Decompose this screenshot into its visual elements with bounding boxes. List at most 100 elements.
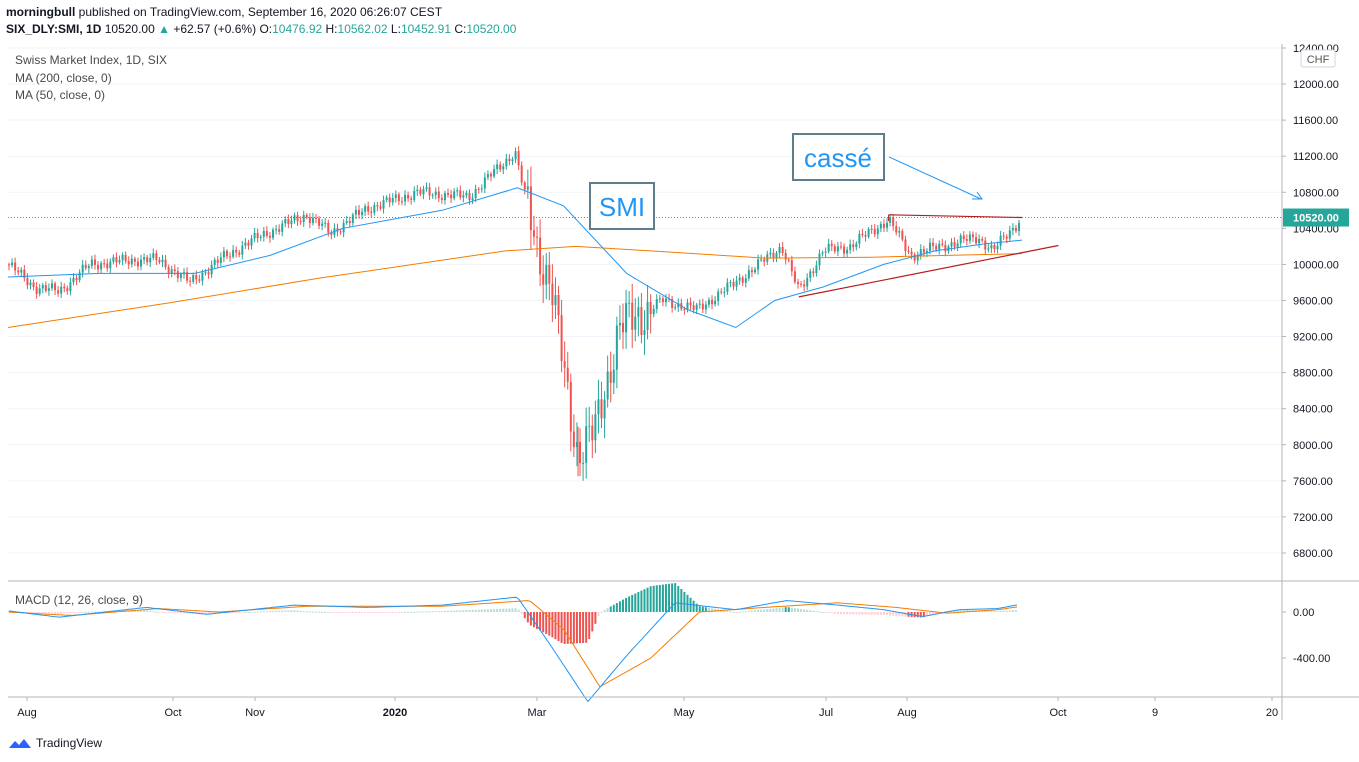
macd-histogram-bar	[256, 611, 259, 613]
macd-histogram-bar	[747, 610, 750, 612]
macd-histogram-bar	[809, 610, 812, 612]
macd-histogram-bar	[625, 597, 628, 612]
candle-body	[744, 278, 747, 283]
candle-body	[66, 288, 69, 291]
candle-body	[987, 248, 990, 250]
macd-histogram-bar	[465, 610, 468, 612]
macd-histogram-bar	[898, 612, 901, 617]
candle-body	[201, 272, 204, 281]
candle-body	[833, 246, 836, 252]
legend-macd[interactable]: MACD (12, 26, close, 9)	[15, 593, 144, 607]
candle-body	[496, 164, 499, 170]
candle-body	[327, 222, 330, 233]
macd-histogram-bar	[738, 611, 741, 613]
macd-histogram-bar	[800, 609, 803, 612]
candle-body	[898, 231, 901, 233]
macd-line	[8, 596, 1018, 703]
candle-body	[391, 198, 394, 203]
macd-histogram-bar	[622, 599, 624, 612]
candle-body	[204, 272, 207, 274]
ma50-line	[7, 187, 1023, 329]
price-tick-label: 6800.00	[1293, 548, 1333, 560]
candle-body	[75, 277, 78, 281]
candle-body	[410, 198, 413, 200]
candle-body	[536, 236, 539, 238]
candle-body	[247, 242, 250, 246]
macd-histogram-bar	[760, 609, 763, 612]
macd-histogram-bar	[238, 612, 241, 613]
candle-body	[413, 190, 416, 200]
macd-histogram-bar	[563, 612, 566, 645]
time-tick-label: 20	[1266, 707, 1278, 719]
candle-body	[302, 214, 305, 223]
candle-body	[72, 277, 75, 283]
legend-ma50[interactable]: MA (50, close, 0)	[15, 88, 106, 102]
macd-histogram-bar	[155, 611, 158, 613]
macd-histogram-bar	[953, 610, 956, 612]
candle-body	[133, 258, 136, 262]
candle-body	[23, 269, 26, 278]
ohlc-line: SIX_DLY:SMI, 1D 10520.00 ▲ +62.57 (+0.6%…	[6, 22, 516, 36]
candle-body	[425, 187, 428, 190]
candle-body	[978, 238, 981, 244]
macd-histogram-bar	[462, 610, 465, 612]
candle-body	[689, 302, 692, 306]
macd-histogram-bar	[793, 608, 796, 612]
macd-histogram-bar	[707, 607, 710, 612]
candle-body	[431, 195, 434, 197]
candle-body	[910, 251, 913, 255]
macd-histogram-bar	[330, 612, 333, 613]
author-name[interactable]: morningbull	[6, 5, 76, 19]
candle-body	[560, 315, 563, 362]
candle-body	[238, 252, 241, 255]
candle-body	[351, 214, 354, 223]
candle-body	[11, 262, 14, 266]
macd-signal-line	[8, 600, 1018, 688]
macd-histogram-bar	[413, 611, 416, 613]
footer-brand[interactable]: TradingView	[8, 736, 102, 750]
macd-histogram-bar	[643, 589, 646, 612]
macd-histogram-bar	[130, 610, 133, 612]
candle-body	[711, 299, 714, 305]
macd-histogram-bar	[904, 612, 907, 617]
macd-histogram-bar	[600, 611, 603, 613]
macd-histogram-bar	[161, 612, 164, 613]
macd-histogram-bar	[275, 610, 278, 612]
annotations: SMI cassé	[589, 133, 983, 230]
macd-histogram-bar	[351, 612, 354, 613]
macd-histogram-bar	[407, 611, 410, 613]
candle-body	[981, 238, 984, 241]
macd-histogram-bar	[8, 611, 10, 613]
candle-body	[704, 304, 707, 310]
candle-body	[161, 259, 164, 263]
candle-body	[357, 209, 360, 215]
candle-body	[483, 177, 486, 189]
macd-histogram-bar	[290, 610, 293, 612]
candle-body	[913, 254, 916, 261]
candle-body	[508, 158, 511, 162]
macd-histogram-bar	[993, 610, 996, 612]
candle-body	[849, 244, 852, 250]
candle-body	[186, 272, 189, 281]
macd-histogram-bar	[250, 611, 253, 613]
casse-label-box[interactable]	[792, 133, 885, 181]
macd-histogram-bar	[895, 612, 898, 617]
macd-histogram-bar	[603, 609, 606, 612]
candle-body	[873, 229, 876, 235]
last-price: 10520.00	[104, 22, 155, 36]
macd-histogram-bar	[450, 610, 453, 612]
candle-body	[213, 259, 216, 265]
macd-histogram-bar	[293, 610, 296, 612]
time-tick-label: 9	[1152, 707, 1158, 719]
candle-body	[889, 217, 892, 223]
candle-body	[529, 186, 532, 231]
smi-label-box[interactable]	[589, 182, 655, 230]
trendline	[798, 244, 1059, 298]
legend-title[interactable]: Swiss Market Index, 1D, SIX	[15, 53, 168, 67]
candle-body	[253, 232, 256, 239]
legend-ma200[interactable]: MA (200, close, 0)	[15, 71, 112, 85]
macd-histogram-bar	[480, 609, 483, 612]
candle-body	[882, 223, 885, 228]
candle-body	[695, 304, 698, 310]
